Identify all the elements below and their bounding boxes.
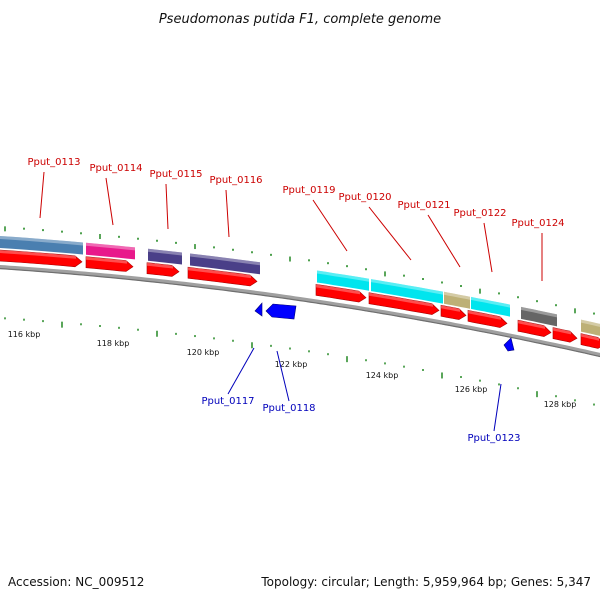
cds-forward-arrow bbox=[187, 266, 258, 287]
cds-forward-highlight bbox=[0, 250, 76, 259]
product-band-highlight bbox=[444, 291, 470, 300]
cds-forward-arrow bbox=[315, 284, 367, 303]
cds-forward-highlight bbox=[581, 333, 599, 341]
gene-label[interactable]: Pput_0114 bbox=[89, 163, 142, 174]
cds-forward-arrow bbox=[85, 256, 134, 272]
product-band-highlight bbox=[581, 319, 600, 327]
gene-label[interactable]: Pput_0123 bbox=[467, 433, 520, 444]
product-band-highlight bbox=[190, 253, 260, 266]
genome-backbone bbox=[0, 264, 600, 358]
gene-label[interactable]: Pput_0119 bbox=[282, 185, 335, 196]
gene-leader-line bbox=[276, 350, 290, 402]
backbone-shadow bbox=[0, 267, 600, 358]
gene-leader-line bbox=[225, 189, 230, 238]
gene-leader-line bbox=[427, 214, 461, 268]
product-band bbox=[444, 291, 470, 309]
gene-label[interactable]: Pput_0117 bbox=[201, 396, 254, 407]
gene-leader-line bbox=[165, 183, 169, 230]
cds-forward-highlight bbox=[86, 256, 127, 264]
cds-forward-arrow bbox=[440, 304, 467, 320]
cds-track bbox=[0, 249, 600, 352]
ruler-ticks: 116 kbp 118 kbp 120 kbp 122 kbp 124 kbp 126 k… bbox=[4, 226, 595, 409]
genome-summary-text: Topology: circular; Length: 5,959,964 bp… bbox=[260, 575, 591, 589]
gene-leader-line bbox=[368, 206, 412, 261]
cds-forward-highlight bbox=[147, 262, 173, 269]
gene-leader-line bbox=[227, 347, 255, 395]
product-band bbox=[317, 270, 369, 291]
cds-forward-arrow bbox=[0, 249, 83, 268]
product-band-highlight bbox=[521, 306, 557, 318]
cds-reverse-arrow bbox=[265, 303, 297, 320]
gene-label[interactable]: Pput_0120 bbox=[338, 192, 391, 203]
product-band bbox=[371, 279, 443, 304]
product-band-highlight bbox=[86, 242, 135, 251]
cds-forward-arrow bbox=[517, 319, 552, 337]
gene-leader-line bbox=[105, 177, 114, 226]
cds-forward-arrow bbox=[368, 292, 440, 315]
cds-forward-highlight bbox=[369, 292, 433, 307]
gene-label[interactable]: Pput_0113 bbox=[27, 157, 80, 168]
ruler-label: 126 kbp bbox=[455, 385, 488, 394]
cds-forward-arrow bbox=[467, 309, 508, 328]
gene-leader-line bbox=[483, 222, 493, 273]
genome-title: Pseudomonas putida F1, complete genome bbox=[159, 12, 441, 27]
cds-forward-highlight bbox=[441, 305, 460, 312]
cds-forward-highlight bbox=[188, 267, 251, 279]
backbone-line bbox=[0, 264, 600, 357]
product-band bbox=[148, 248, 182, 265]
gene-label[interactable]: Pput_0121 bbox=[397, 200, 450, 211]
cds-forward-arrow bbox=[552, 327, 578, 343]
ruler-label: 128 kbp bbox=[544, 400, 577, 409]
ruler-label: 118 kbp bbox=[97, 339, 130, 348]
gene-label[interactable]: Pput_0115 bbox=[149, 169, 202, 180]
product-band-highlight bbox=[148, 248, 182, 256]
product-band bbox=[471, 296, 510, 317]
gene-leader-line bbox=[493, 383, 502, 432]
product-band bbox=[0, 236, 83, 255]
cds-forward-highlight bbox=[553, 327, 571, 335]
gene-leader-line bbox=[312, 199, 348, 252]
gene-label[interactable]: Pput_0116 bbox=[209, 175, 262, 186]
ruler-label: 120 kbp bbox=[187, 348, 220, 357]
product-band-highlight bbox=[0, 236, 83, 246]
ruler-label: 116 kbp bbox=[8, 330, 41, 339]
gene-label[interactable]: Pput_0122 bbox=[453, 208, 506, 219]
product-band bbox=[86, 242, 135, 260]
cds-forward-arrow bbox=[146, 262, 180, 277]
cds-forward-arrow bbox=[580, 333, 600, 349]
cds-forward-highlight bbox=[316, 284, 360, 295]
gene-label[interactable]: Pput_0124 bbox=[511, 218, 564, 229]
product-track bbox=[0, 236, 600, 336]
product-band-highlight bbox=[371, 279, 443, 295]
cds-forward-highlight bbox=[468, 310, 501, 320]
gene-leader-line bbox=[39, 171, 45, 219]
cds-reverse-arrow bbox=[503, 337, 515, 352]
ruler-label: 122 kbp bbox=[275, 360, 308, 369]
gene-labels: Pput_0113 Pput_0114 Pput_0115 Pput_0116 Pput… bbox=[27, 157, 564, 444]
product-band-highlight bbox=[317, 270, 369, 282]
cds-forward-highlight bbox=[518, 320, 545, 329]
product-band bbox=[190, 253, 260, 275]
cds-reverse-arrow bbox=[254, 302, 263, 317]
product-band bbox=[581, 319, 600, 336]
product-band bbox=[521, 306, 557, 327]
product-band-highlight bbox=[471, 296, 510, 308]
accession-text: Accession: NC_009512 bbox=[8, 575, 144, 589]
ruler-label: 124 kbp bbox=[366, 371, 399, 380]
gene-label[interactable]: Pput_0118 bbox=[262, 403, 315, 414]
